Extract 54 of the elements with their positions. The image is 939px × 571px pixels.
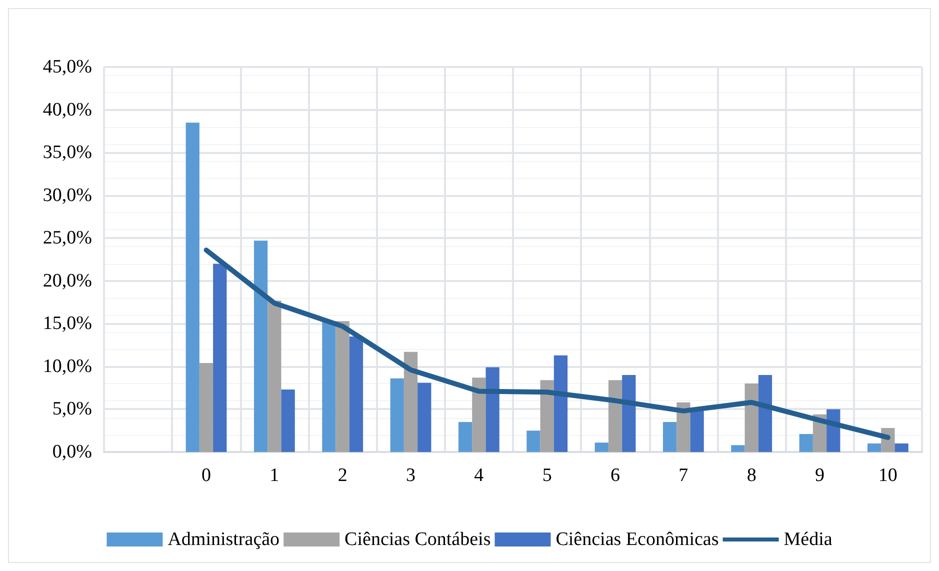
bar [254,240,268,452]
bar [472,378,486,452]
x-tick-label: 9 [815,465,824,486]
bar [894,443,908,452]
bar [622,375,636,452]
bar [268,300,282,452]
bar [867,443,882,452]
bar [213,264,227,452]
bar [336,321,350,452]
x-tick-label: 4 [474,465,484,486]
y-tick-label: 20,0% [42,270,92,292]
x-tick-label: 7 [678,465,688,486]
bar [458,422,472,452]
x-tick-label: 8 [746,465,756,486]
y-tick-label: 40,0% [42,99,92,120]
legend-label: Administração [168,529,280,550]
legend-label: Ciências Contábeis [344,529,491,550]
bar [281,390,295,452]
bar [731,445,745,452]
x-tick-label: 1 [270,465,280,486]
bar [199,363,214,452]
x-tick-label: 5 [542,465,552,486]
bar [486,367,500,452]
bar [186,122,200,452]
bar [540,380,554,452]
y-tick-label: 10,0% [42,356,92,377]
x-tick-label: 10 [878,465,898,486]
bar [554,355,568,452]
bar [662,422,677,452]
bar [594,442,608,452]
y-tick-label: 0,0% [52,442,92,462]
y-tick-label: 30,0% [42,184,92,206]
bar [390,378,404,452]
bar [690,410,704,452]
x-tick-label: 3 [406,465,416,486]
bar [799,434,813,452]
bar [322,321,336,452]
bar [404,352,418,452]
y-tick-label: 35,0% [42,142,92,164]
bar [526,430,540,452]
bar [758,375,772,452]
y-tick-label: 5,0% [52,398,92,420]
legend-label: Ciências Econômicas [556,529,719,550]
y-tick-label: 25,0% [42,228,92,249]
x-tick-label: 6 [610,465,620,486]
bar [744,384,758,452]
bar [418,382,432,452]
legend-label: Média [784,529,833,550]
x-tick-label: 2 [338,465,348,486]
x-tick-label: 0 [202,465,211,486]
y-tick-label: 15,0% [42,313,92,334]
bar [608,380,622,452]
y-tick-label: 45,0% [42,56,92,78]
bar [349,336,364,452]
